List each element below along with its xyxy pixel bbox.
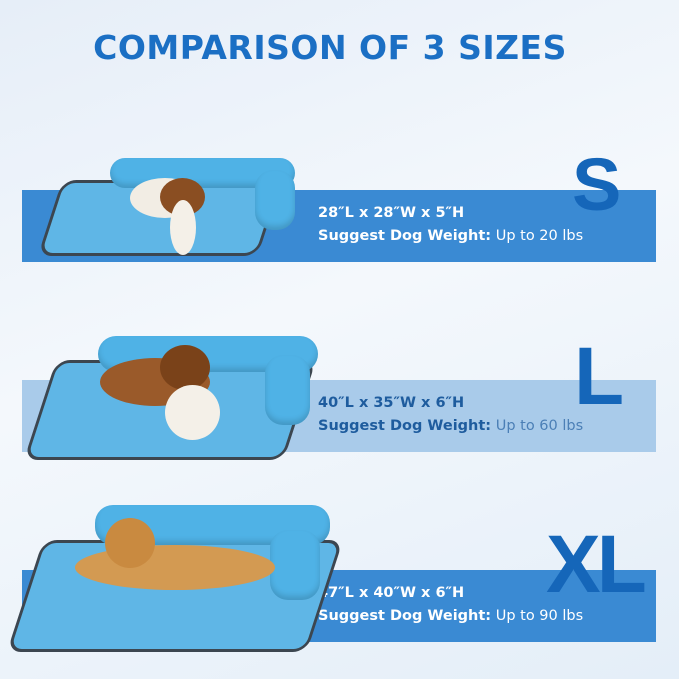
dimensions: 28″L x 28″W x 5″H (318, 205, 465, 221)
size-letter-l: L (574, 331, 625, 422)
dimensions: 40″L x 35″W x 6″H (318, 395, 465, 411)
weight: Suggest Dog Weight: Up to 90 lbs (318, 608, 584, 624)
dimensions: 47″L x 40″W x 6″H (318, 585, 465, 601)
weight: Suggest Dog Weight: Up to 60 lbs (318, 418, 584, 434)
size-letter-xl: XL (546, 519, 647, 610)
page-title: COMPARISON OF 3 SIZES (93, 28, 567, 67)
weight: Suggest Dog Weight: Up to 20 lbs (318, 228, 584, 244)
size-letter-s: S (572, 143, 622, 226)
